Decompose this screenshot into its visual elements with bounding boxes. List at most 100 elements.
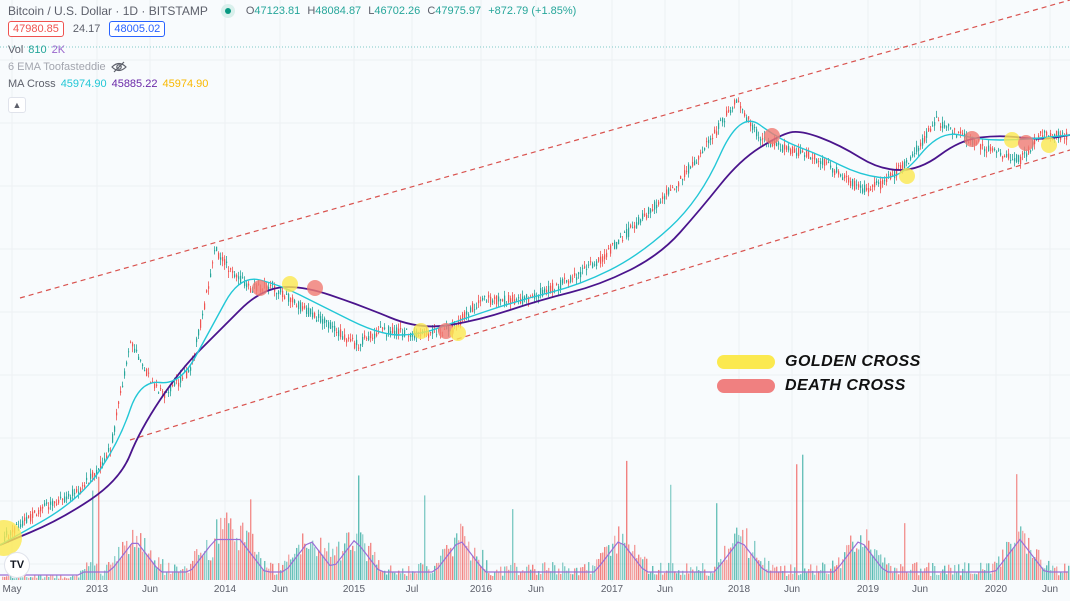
candle-body	[136, 349, 138, 352]
volume-bar	[92, 490, 94, 580]
volume-bar	[156, 568, 158, 580]
volume-bar	[348, 532, 350, 580]
volume-bar	[656, 574, 658, 580]
candle-body	[1038, 135, 1040, 138]
eye-hidden-icon[interactable]	[110, 61, 127, 73]
candle-body	[846, 175, 848, 177]
candle-body	[598, 257, 600, 262]
volume-bar	[840, 568, 842, 580]
collapse-legend-button[interactable]: ▲	[8, 97, 26, 113]
candle-body	[280, 288, 282, 293]
candle-body	[82, 485, 84, 487]
candle-body	[252, 291, 254, 293]
volume-bar	[22, 577, 24, 580]
ma-cross-legend[interactable]: MA Cross 45974.90 45885.22 45974.90	[8, 78, 208, 90]
volume-bar	[842, 559, 844, 580]
candle-body	[278, 291, 280, 295]
candle-body	[844, 175, 846, 179]
tradingview-logo[interactable]: TV	[4, 552, 30, 578]
candle-body	[1018, 155, 1020, 162]
candle-body	[1008, 153, 1010, 159]
volume-legend[interactable]: Vol 810 2K	[8, 44, 65, 56]
candle-body	[744, 112, 746, 117]
candle-body	[502, 299, 504, 302]
volume-bar	[292, 557, 294, 580]
candle-body	[570, 276, 572, 282]
candle-body	[104, 458, 106, 461]
volume-bar	[186, 568, 188, 580]
volume-bar	[126, 540, 128, 580]
candle-body	[1056, 130, 1058, 138]
candle-body	[464, 311, 466, 320]
candle-body	[592, 263, 594, 268]
candle-body	[664, 195, 666, 200]
volume-bar	[16, 577, 18, 580]
candle-body	[790, 149, 792, 155]
candle-body	[320, 316, 322, 323]
volume-bar	[738, 534, 740, 580]
candle-body	[164, 393, 166, 399]
candle-body	[138, 356, 140, 360]
volume-bar	[494, 572, 496, 580]
volume-bar	[984, 570, 986, 580]
candle-body	[350, 338, 352, 342]
symbol-title[interactable]: Bitcoin / U.S. Dollar · 1D · BITSTAMP	[8, 4, 208, 18]
candle-body	[728, 109, 730, 112]
volume-bar	[558, 568, 560, 580]
volume-bar	[1066, 571, 1068, 580]
volume-bar	[962, 568, 964, 580]
volume-bar	[330, 556, 332, 580]
candle-body	[116, 412, 118, 416]
volume-bar	[896, 568, 898, 580]
candle-body	[558, 286, 560, 291]
volume-bar	[352, 545, 354, 580]
volume-bar	[730, 547, 732, 580]
volume-bar	[176, 566, 178, 580]
candle-body	[848, 177, 850, 183]
volume-bar	[996, 562, 998, 580]
candle-body	[298, 301, 300, 309]
sell-price-button[interactable]: 47980.85	[8, 21, 64, 37]
candle-body	[354, 342, 356, 349]
volume-bar	[308, 548, 310, 580]
ema-legend[interactable]: 6 EMA Toofasteddie	[8, 61, 127, 73]
candle-body	[204, 303, 206, 310]
volume-bar	[444, 548, 446, 580]
candle-body	[106, 455, 108, 459]
candle-body	[90, 473, 92, 479]
candle-body	[930, 128, 932, 132]
time-axis[interactable]: May 2013 Jun 2014 Jun 2015 Jul 2016 Jun 2017 Jun 20…	[0, 584, 1070, 601]
candle-body	[358, 347, 360, 349]
volume-bar	[978, 571, 980, 580]
volume-bar	[876, 550, 878, 580]
volume-bar	[72, 575, 74, 580]
volume-bar	[814, 574, 816, 580]
volume-bar	[44, 577, 46, 580]
candle-body	[750, 122, 752, 127]
buy-price-button[interactable]: 48005.02	[109, 21, 166, 37]
candle-body	[22, 520, 24, 526]
volume-bar	[908, 573, 910, 580]
candle-body	[24, 517, 26, 521]
candle-body	[688, 164, 690, 174]
x-axis-label: Jun	[911, 584, 929, 595]
candle-body	[730, 110, 732, 113]
volume-bar	[1022, 530, 1024, 580]
volume-bar	[922, 572, 924, 580]
volume-bar	[690, 567, 692, 580]
candle-body	[492, 300, 494, 303]
volume-bar	[86, 562, 88, 580]
channel-line	[129, 149, 1070, 441]
volume-bar	[474, 547, 476, 580]
volume-bar	[676, 573, 678, 580]
volume-bar	[1012, 548, 1014, 580]
volume-bar	[1008, 542, 1010, 580]
candle-body	[466, 311, 468, 315]
candle-body	[800, 150, 802, 154]
volume-bar	[858, 549, 860, 580]
candle-body	[684, 170, 686, 178]
candle-body	[1022, 152, 1024, 155]
candle-body	[754, 127, 756, 129]
volume-bar	[780, 566, 782, 580]
